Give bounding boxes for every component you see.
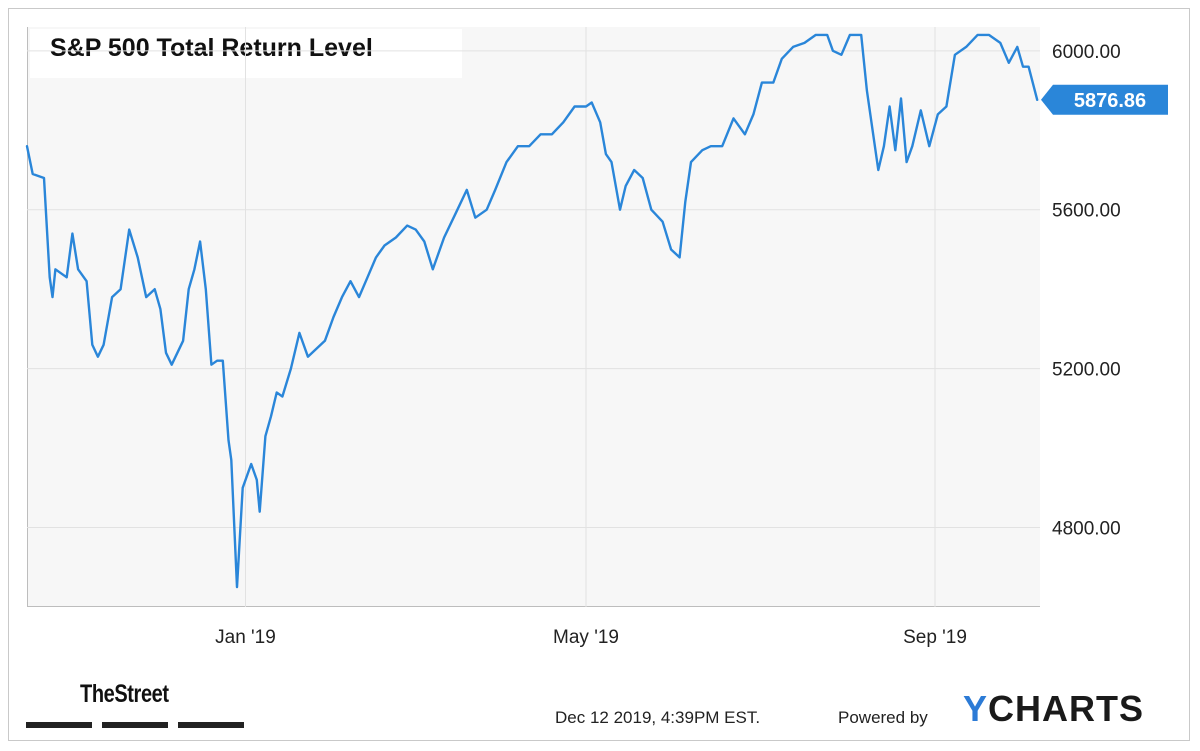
y-tick-label: 4800.00 [1052,519,1121,540]
y-tick-label: 6000.00 [1052,42,1121,63]
current-value-label: 5876.86 [1074,90,1146,112]
ycharts-logo-rest: CHARTS [988,688,1145,729]
y-tick-label: 5600.00 [1052,201,1121,222]
title-box [30,29,462,78]
timestamp: Dec 12 2019, 4:39PM EST. [555,708,761,727]
ycharts-logo: YCHARTS [963,688,1144,730]
thestreet-logo: TheStreet [26,680,246,730]
series-line [25,33,1039,589]
thestreet-logo-text: TheStreet [80,680,169,708]
chart-title: S&P 500 Total Return Level [50,34,373,62]
logo-bar [102,722,168,728]
powered-by-text: Powered by [838,708,928,727]
x-tick-label: Jan '19 [215,627,276,648]
logo-bar [26,722,92,728]
logo-bar [178,722,244,728]
x-tick-label: May '19 [553,627,619,648]
x-tick-label: Sep '19 [903,627,967,648]
current-value-tag [1041,84,1168,115]
ycharts-logo-initial: Y [963,688,989,729]
y-tick-label: 5200.00 [1052,360,1121,381]
